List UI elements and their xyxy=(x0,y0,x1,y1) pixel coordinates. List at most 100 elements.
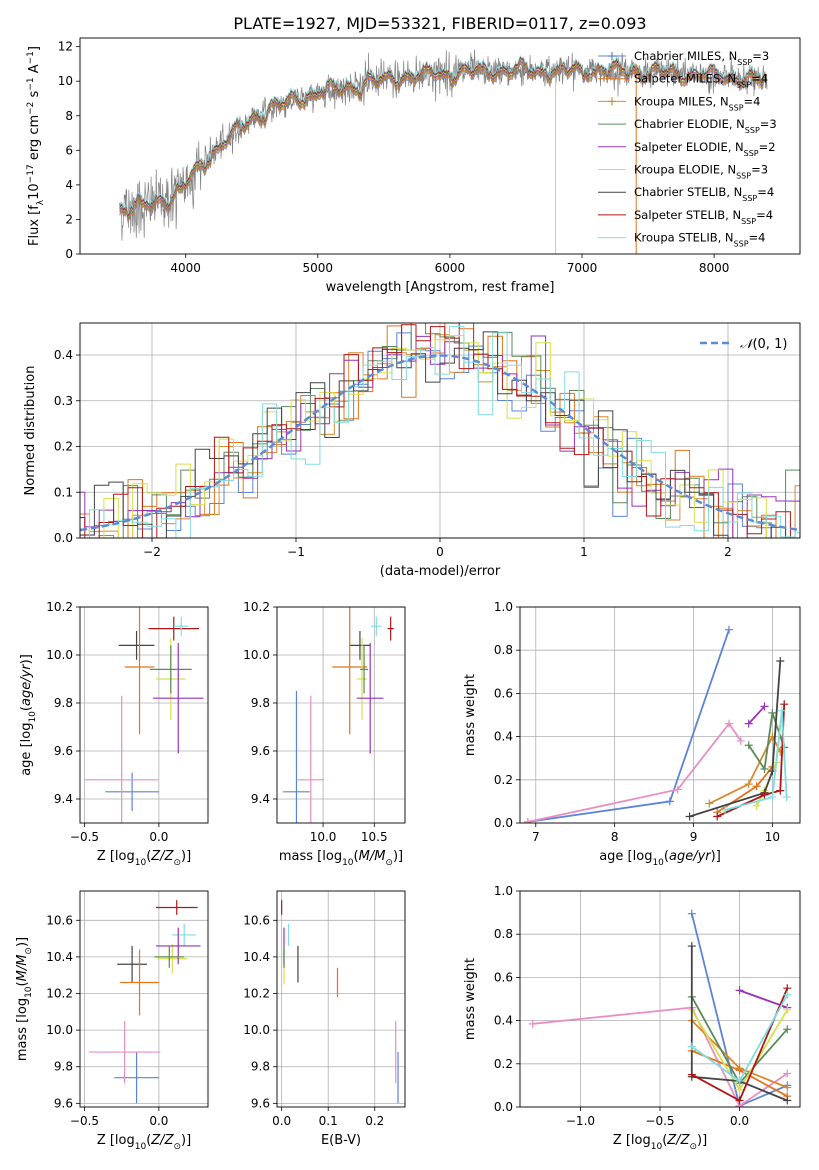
point-marker xyxy=(768,708,777,717)
y-axis-label: Flux [fλ10−17 erg cm−2 s−1 A−1] xyxy=(26,46,46,246)
y-tick-label: 9.4 xyxy=(54,792,73,806)
y-tick-label: 0.4 xyxy=(494,730,513,744)
chart-title: PLATE=1927, MJD=53321, FIBERID=0117, z=0… xyxy=(233,14,646,33)
x-axis-label: E(B-V) xyxy=(321,1133,361,1148)
y-tick-label: 0.1 xyxy=(54,485,73,499)
x-tick-label: 0.1 xyxy=(319,1114,338,1128)
x-axis-label: Z [log10(Z/Z⊙)] xyxy=(97,849,191,868)
data-point-errorbar xyxy=(114,1052,159,1104)
age-weight-panel: 7 8 9 10 0.0 0.2 0.4 0.6 0.8 1.0 mass weight age [l… xyxy=(463,600,801,868)
x-tick-label: 5000 xyxy=(303,261,334,275)
x-axis-label: (data-model)/error xyxy=(380,564,501,579)
x-tick-label: −0.5 xyxy=(70,1114,99,1128)
weight-series-line xyxy=(527,629,730,823)
point-marker xyxy=(735,986,744,995)
point-marker xyxy=(783,1083,792,1092)
z-mass-plot-area xyxy=(88,900,201,1104)
y-axis-label: age [log10(age/yr)] xyxy=(19,654,38,776)
legend-label: Salpeter MILES, NSSP=4 xyxy=(634,72,768,90)
axes-frame xyxy=(79,606,209,824)
y-tick-label: 9.4 xyxy=(251,792,270,806)
data-point-errorbar xyxy=(105,772,159,811)
x-axis-label: wavelength [Angstrom, rest frame] xyxy=(326,280,555,295)
data-point-errorbar xyxy=(84,695,159,823)
y-tick-label: 10.2 xyxy=(243,600,270,614)
data-point-errorbar xyxy=(117,945,147,983)
y-tick-label: 10.4 xyxy=(46,950,73,964)
x-tick-label: −0.5 xyxy=(645,1114,674,1128)
point-marker xyxy=(735,1096,744,1105)
point-marker xyxy=(760,790,769,799)
y-tick-label: 9.6 xyxy=(251,1096,270,1110)
y-tick-label: 10.4 xyxy=(243,950,270,964)
x-tick-label: 0.0 xyxy=(149,1114,168,1128)
y-axis-label: Normed distribution xyxy=(23,366,38,496)
x-axis-label: age [log10(age/yr)] xyxy=(599,849,721,868)
legend-entry: Chabrier STELIB, NSSP=4 xyxy=(598,185,774,203)
x-tick-label: 10.5 xyxy=(361,830,388,844)
legend-label: Kroupa STELIB, NSSP=4 xyxy=(634,231,765,249)
point-marker xyxy=(735,1085,744,1094)
data-point-errorbar xyxy=(173,616,189,636)
point-marker xyxy=(735,1066,744,1075)
y-tick-label: 10 xyxy=(58,74,73,88)
point-marker xyxy=(528,1019,537,1028)
y-tick-label: 0.8 xyxy=(494,643,513,657)
residuals-panel: −2 −1 0 1 2 0.0 0.1 0.2 0.3 0.4 𝒩(0, 1) (data-model… xyxy=(23,322,801,579)
point-marker xyxy=(725,625,734,634)
point-marker xyxy=(665,797,674,806)
weight-series-line xyxy=(690,946,788,1102)
point-marker xyxy=(752,801,761,810)
legend-label: Chabrier ELODIE, NSSP=3 xyxy=(634,117,777,135)
y-axis-label: mass weight xyxy=(463,674,478,756)
y-tick-label: 10.0 xyxy=(46,648,73,662)
data-point-errorbar xyxy=(157,944,188,974)
axes-frame xyxy=(79,890,209,1108)
point-marker xyxy=(752,782,761,791)
point-marker xyxy=(783,1096,792,1105)
data-point-errorbar xyxy=(154,945,185,968)
x-tick-label: 6000 xyxy=(435,261,466,275)
mass-age-panel: 10.0 10.5 9.4 9.6 9.8 10.0 10.2 mass [log10(M/M… xyxy=(243,600,406,868)
y-tick-label: 8 xyxy=(65,109,73,123)
residual-histogram xyxy=(80,325,800,538)
ebv-mass-plot-area xyxy=(281,900,399,1104)
y-tick-label: 9.8 xyxy=(251,696,270,710)
x-tick-label: 10 xyxy=(765,830,780,844)
ebv-mass-panel: 0.0 0.1 0.2 9.6 9.8 10.0 10.2 10.4 10.6 E(B-V) xyxy=(243,890,406,1148)
x-tick-label: 7000 xyxy=(567,261,598,275)
point-marker xyxy=(685,812,694,821)
y-tick-label: 0.8 xyxy=(494,927,513,941)
data-point-errorbar xyxy=(152,643,204,754)
legend-label: Kroupa ELODIE, NSSP=3 xyxy=(634,163,768,181)
y-tick-label: 0 xyxy=(65,247,73,261)
data-point-errorbar xyxy=(149,645,192,694)
z-age-panel: −0.5 0.0 9.4 9.6 9.8 10.0 10.2 Z [log10(Z/Z⊙)] a… xyxy=(19,600,209,868)
y-tick-label: 0.0 xyxy=(494,816,513,830)
age-weight-plot-area xyxy=(523,625,791,823)
y-tick-label: 9.8 xyxy=(54,1060,73,1074)
x-tick-label: 1 xyxy=(580,545,588,559)
y-tick-label: 10.6 xyxy=(243,913,270,927)
x-axis-label: Z [log10(Z/Z⊙)] xyxy=(97,1133,191,1152)
point-marker xyxy=(735,1077,744,1086)
weight-series-line xyxy=(724,710,788,811)
data-point-errorbar xyxy=(88,1020,161,1084)
legend-label: Chabrier MILES, NSSP=3 xyxy=(634,49,769,67)
point-marker xyxy=(721,806,730,815)
point-marker xyxy=(725,719,734,728)
point-marker xyxy=(768,793,777,802)
point-marker xyxy=(736,736,745,745)
point-marker xyxy=(760,702,769,711)
residual-histogram xyxy=(80,324,800,538)
x-tick-label: 0.0 xyxy=(272,1114,291,1128)
point-marker xyxy=(687,942,696,951)
point-marker xyxy=(687,1070,696,1079)
point-marker xyxy=(608,97,616,106)
weight-series-line xyxy=(708,734,782,805)
point-marker xyxy=(744,719,753,728)
y-tick-label: 10.0 xyxy=(243,648,270,662)
y-tick-label: 0.6 xyxy=(494,970,513,984)
axes-frame xyxy=(79,322,801,539)
y-tick-label: 10.0 xyxy=(46,1023,73,1037)
